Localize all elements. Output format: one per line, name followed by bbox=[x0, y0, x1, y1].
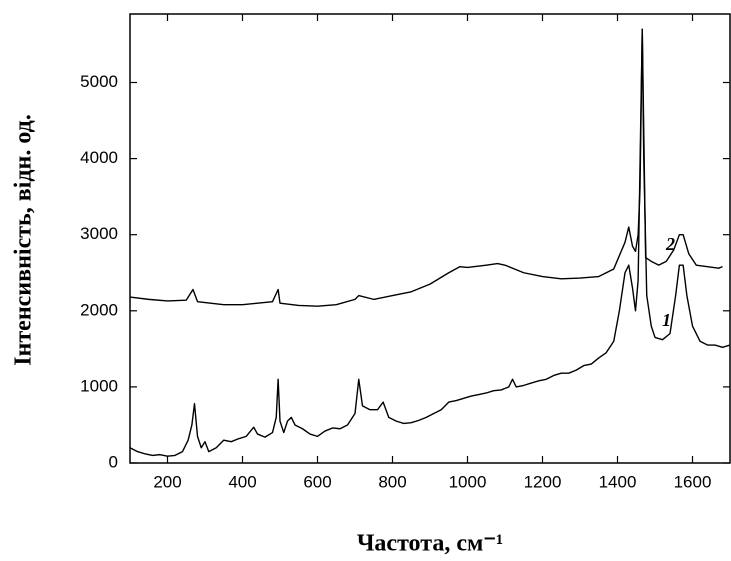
x-tick-label: 1000 bbox=[449, 472, 487, 491]
series-label: 2 bbox=[665, 234, 675, 254]
series-label: 1 bbox=[662, 310, 671, 330]
x-tick-label: 1400 bbox=[599, 472, 637, 491]
y-tick-label: 2000 bbox=[80, 300, 118, 319]
y-axis-title: Інтенсивність, відн. од. bbox=[11, 114, 37, 366]
y-tick-label: 5000 bbox=[80, 72, 118, 91]
plot-frame bbox=[129, 13, 731, 464]
y-tick-label: 1000 bbox=[80, 376, 118, 395]
x-tick-label: 1600 bbox=[674, 472, 712, 491]
x-tick-label: 800 bbox=[378, 472, 406, 491]
x-tick-label: 1200 bbox=[524, 472, 562, 491]
x-axis-title: Частота, см⁻¹ bbox=[357, 531, 503, 557]
y-tick-label: 3000 bbox=[80, 224, 118, 243]
spectrum-line bbox=[129, 28, 731, 457]
y-tick-label: 4000 bbox=[80, 148, 118, 167]
y-tick-label: 0 bbox=[109, 452, 118, 471]
spectrum-line bbox=[129, 28, 723, 307]
x-tick-label: 400 bbox=[228, 472, 256, 491]
x-tick-label: 200 bbox=[153, 472, 181, 491]
x-tick-label: 600 bbox=[303, 472, 331, 491]
